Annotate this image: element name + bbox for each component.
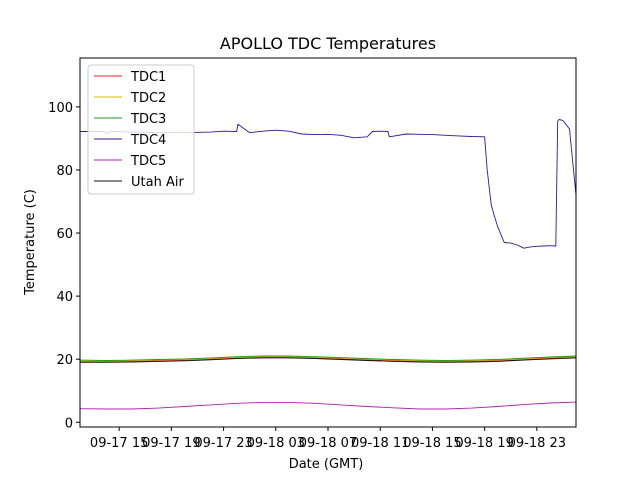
series-line-tdc3 <box>79 355 577 361</box>
y-axis-label: Temperature (C) <box>23 189 38 296</box>
y-tick-label: 100 <box>48 101 73 116</box>
x-tick-label: 09-18 23 <box>508 436 566 451</box>
legend-label: TDC2 <box>130 91 166 106</box>
series-line-tdc2 <box>80 356 577 362</box>
legend-label: Utah Air <box>131 175 184 190</box>
x-tick-label: 09-17 23 <box>194 436 252 451</box>
x-tick-label: 09-18 11 <box>351 436 409 451</box>
legend-label: TDC4 <box>130 133 166 148</box>
x-tick-label: 09-18 15 <box>403 436 461 451</box>
x-tick-label: 09-17 15 <box>90 436 148 451</box>
series-line-tdc5 <box>79 401 577 410</box>
legend-label: TDC1 <box>130 70 166 85</box>
y-tick-label: 80 <box>56 164 73 179</box>
x-axis-label: Date (GMT) <box>289 457 364 472</box>
series-lines <box>79 119 577 410</box>
series-line-utah-air <box>80 357 577 363</box>
legend-label: TDC5 <box>130 154 166 169</box>
x-tick-label: 09-17 19 <box>142 436 200 451</box>
legend-label: TDC3 <box>130 112 166 127</box>
x-tick-label: 09-18 19 <box>455 436 513 451</box>
series-line-tdc1 <box>80 356 577 363</box>
y-tick-label: 20 <box>56 353 73 368</box>
legend: TDC1 TDC2 TDC3 TDC4 TDC5 Utah Air <box>87 64 195 195</box>
chart-title: APOLLO TDC Temperatures <box>220 34 436 53</box>
series-line-tdc4 <box>80 119 577 249</box>
y-tick-label: 60 <box>56 227 73 242</box>
x-tick-label: 09-18 07 <box>299 436 357 451</box>
x-tick-label: 09-18 03 <box>247 436 305 451</box>
y-axis-ticks: 0 20 40 60 80 100 <box>48 101 80 431</box>
y-tick-label: 0 <box>65 416 73 431</box>
y-tick-label: 40 <box>56 290 73 305</box>
